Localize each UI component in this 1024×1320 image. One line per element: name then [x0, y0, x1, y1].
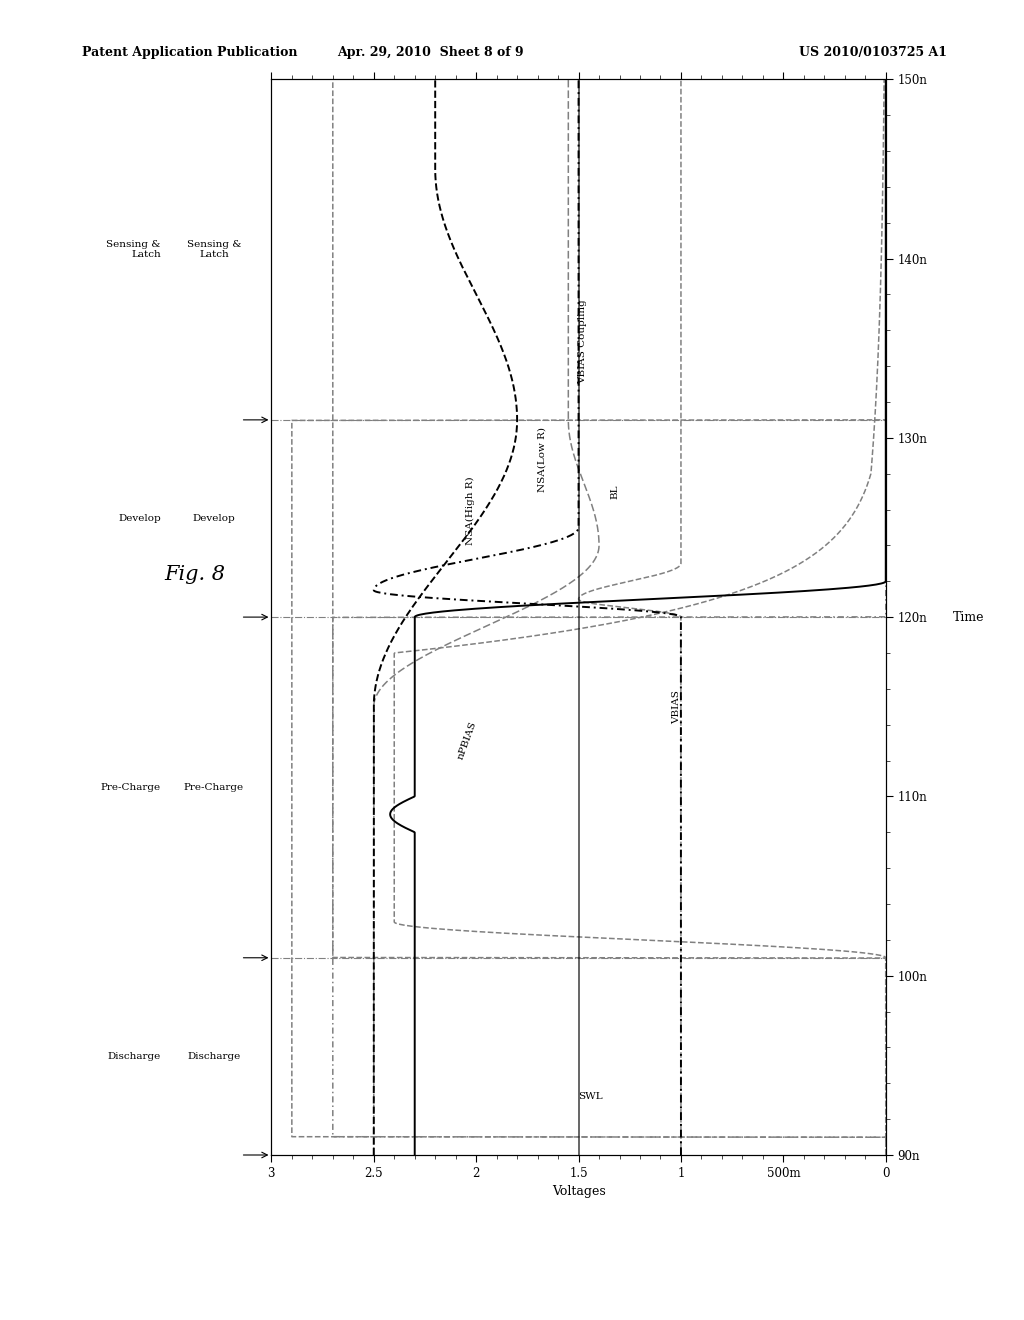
- Y-axis label: Time: Time: [953, 611, 985, 623]
- Text: Pre-Charge: Pre-Charge: [100, 783, 161, 792]
- Text: NSA(Low R): NSA(Low R): [538, 426, 547, 491]
- Text: Develop: Develop: [118, 513, 161, 523]
- Text: Develop: Develop: [193, 513, 236, 523]
- Text: Sensing &
Latch: Sensing & Latch: [106, 240, 161, 259]
- Text: Fig. 8: Fig. 8: [164, 565, 225, 583]
- X-axis label: Voltages: Voltages: [552, 1185, 605, 1199]
- Text: VBIAS Coupling: VBIAS Coupling: [579, 300, 588, 384]
- Text: Discharge: Discharge: [108, 1052, 161, 1061]
- Text: Discharge: Discharge: [187, 1052, 241, 1061]
- Text: nPBIAS: nPBIAS: [456, 719, 478, 760]
- Text: Sensing &
Latch: Sensing & Latch: [186, 240, 242, 259]
- Text: SWL: SWL: [579, 1092, 603, 1101]
- Text: Patent Application Publication: Patent Application Publication: [82, 46, 297, 59]
- Text: NSA(High R): NSA(High R): [466, 477, 475, 545]
- Text: Pre-Charge: Pre-Charge: [184, 783, 244, 792]
- Text: VBIAS: VBIAS: [672, 690, 681, 723]
- Text: BL: BL: [610, 484, 620, 499]
- Text: Apr. 29, 2010  Sheet 8 of 9: Apr. 29, 2010 Sheet 8 of 9: [337, 46, 523, 59]
- Text: US 2010/0103725 A1: US 2010/0103725 A1: [799, 46, 947, 59]
